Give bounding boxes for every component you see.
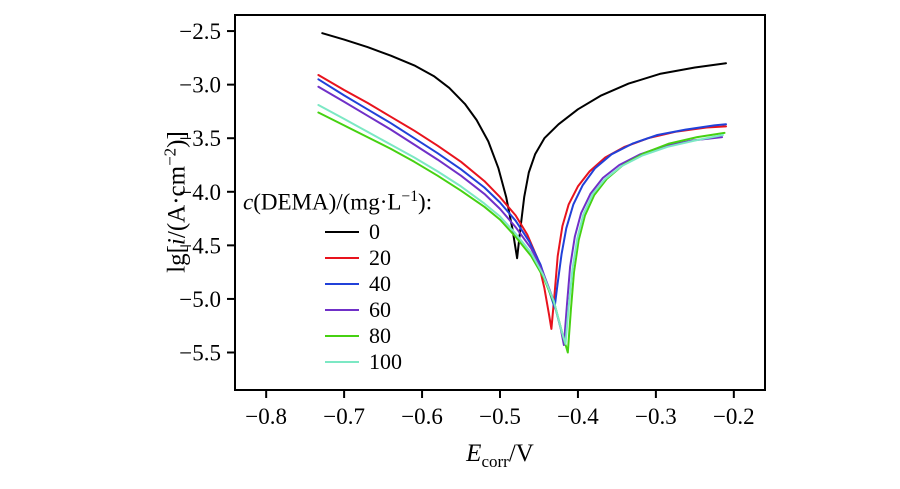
legend: c(DEMA)/(mg·L−1): 0 20 40 60 80 bbox=[243, 188, 432, 375]
y-tick-label: −5.5 bbox=[179, 341, 221, 366]
legend-item: 80 bbox=[325, 323, 432, 349]
legend-item: 0 bbox=[325, 219, 432, 245]
legend-swatch-blue-line bbox=[325, 282, 359, 285]
x-tick-label: −0.8 bbox=[245, 404, 287, 429]
y-axis-label-i: i bbox=[163, 238, 191, 246]
x-tick-label: −0.2 bbox=[713, 404, 755, 429]
legend-title: c(DEMA)/(mg·L−1): bbox=[243, 188, 432, 216]
legend-label: 40 bbox=[369, 270, 391, 296]
x-tick-label: −0.3 bbox=[635, 404, 677, 429]
legend-swatch-black-line bbox=[325, 230, 359, 233]
legend-title-c: c bbox=[243, 189, 254, 215]
legend-items: 0 20 40 60 80 100 bbox=[325, 219, 432, 375]
x-axis-label-unit: /V bbox=[508, 440, 534, 467]
y-axis-label: lg[i/(A·cm−2)] bbox=[160, 131, 191, 273]
series-line-0 bbox=[321, 32, 727, 260]
legend-swatch-green-line bbox=[325, 334, 359, 337]
series-line-100 bbox=[317, 104, 724, 345]
legend-title-mid: (DEMA)/(mg·L bbox=[253, 189, 402, 215]
legend-swatch-red-line bbox=[325, 256, 359, 259]
x-axis-label: Ecorr/V bbox=[235, 440, 765, 472]
y-tick-label: −4.0 bbox=[179, 180, 221, 205]
y-tick-label: −2.5 bbox=[179, 19, 221, 44]
legend-label: 0 bbox=[369, 218, 380, 244]
y-tick-label: −4.5 bbox=[179, 233, 221, 258]
legend-swatch-cyan-line bbox=[325, 360, 359, 363]
x-tick-label: −0.7 bbox=[323, 404, 365, 429]
legend-label: 80 bbox=[369, 322, 391, 348]
y-axis-label-sup: −2 bbox=[160, 147, 180, 166]
x-tick-label: −0.5 bbox=[479, 404, 521, 429]
x-axis-label-e: E bbox=[466, 440, 482, 467]
legend-title-sup: −1 bbox=[401, 188, 419, 205]
legend-title-end: ): bbox=[418, 189, 433, 215]
legend-item: 20 bbox=[325, 245, 432, 271]
x-tick-label: −0.6 bbox=[401, 404, 443, 429]
legend-label: 100 bbox=[369, 348, 402, 374]
y-tick-label: −3.0 bbox=[179, 73, 221, 98]
legend-item: 100 bbox=[325, 349, 432, 375]
y-axis-label-text: lg[ bbox=[163, 245, 191, 273]
legend-item: 60 bbox=[325, 297, 432, 323]
x-axis-label-sub: corr bbox=[481, 452, 509, 471]
x-tick-label: −0.4 bbox=[557, 404, 599, 429]
y-tick-label: −5.0 bbox=[179, 287, 221, 312]
y-tick-label: −3.5 bbox=[179, 126, 221, 151]
y-axis-label-end: )] bbox=[163, 131, 191, 148]
legend-swatch-purple-line bbox=[325, 308, 359, 311]
legend-item: 40 bbox=[325, 271, 432, 297]
y-axis-label-mid: /(A·cm bbox=[163, 165, 191, 239]
legend-label: 60 bbox=[369, 296, 391, 322]
legend-label: 20 bbox=[369, 244, 391, 270]
